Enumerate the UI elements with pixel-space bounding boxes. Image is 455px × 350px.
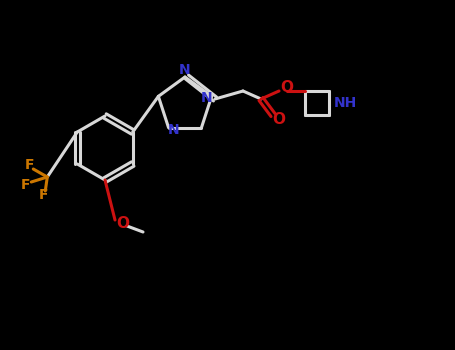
Text: N: N [168,122,179,136]
Text: O: O [280,79,293,94]
Text: F: F [20,178,30,192]
Text: N: N [201,91,212,105]
Text: O: O [273,112,285,126]
Text: F: F [39,188,48,202]
Text: N: N [179,63,191,77]
Text: NH: NH [334,96,357,110]
Text: O: O [116,217,130,231]
Text: F: F [25,158,34,172]
